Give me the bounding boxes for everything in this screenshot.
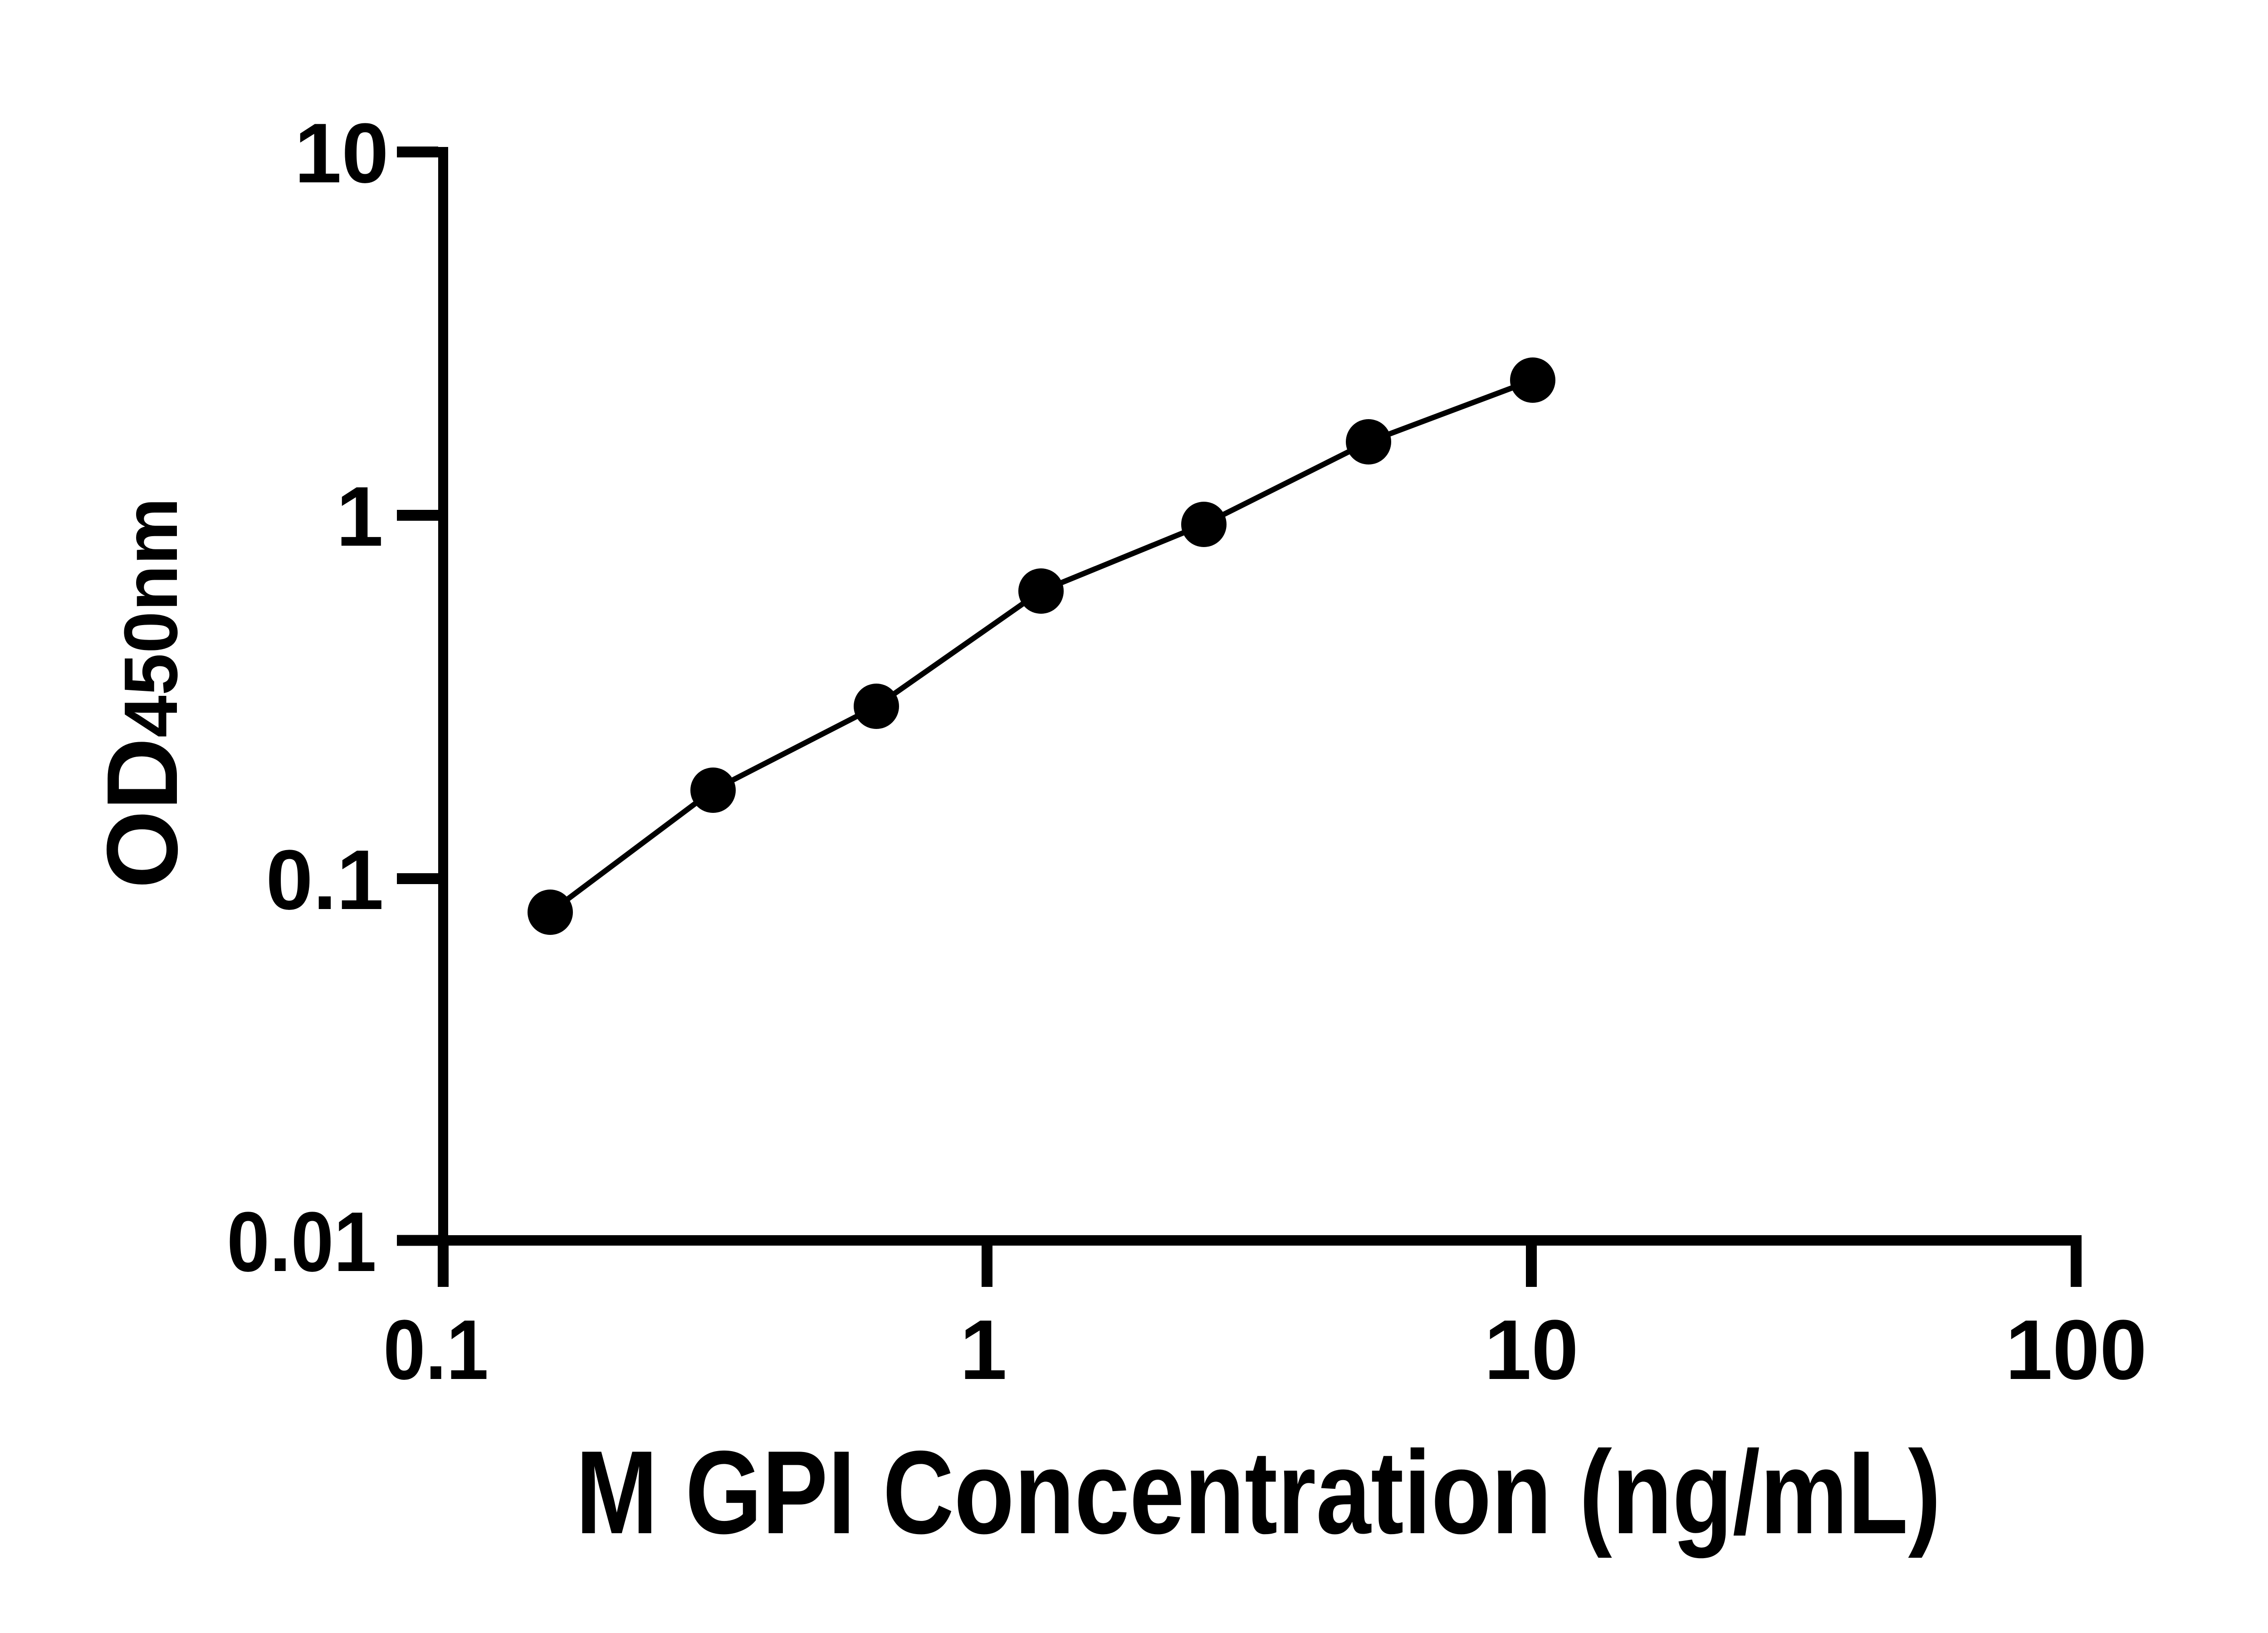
svg-text:0.1: 0.1 bbox=[266, 832, 384, 927]
svg-text:1: 1 bbox=[960, 1302, 1007, 1397]
svg-text:1: 1 bbox=[336, 469, 383, 564]
svg-text:10: 10 bbox=[294, 106, 389, 200]
svg-text:M GPI Concentration (ng/mL): M GPI Concentration (ng/mL) bbox=[576, 1427, 1941, 1559]
svg-text:0.01: 0.01 bbox=[227, 1194, 376, 1289]
svg-text:100: 100 bbox=[2005, 1302, 2147, 1397]
svg-text:10: 10 bbox=[1484, 1302, 1579, 1397]
svg-text:0.1: 0.1 bbox=[383, 1302, 489, 1397]
